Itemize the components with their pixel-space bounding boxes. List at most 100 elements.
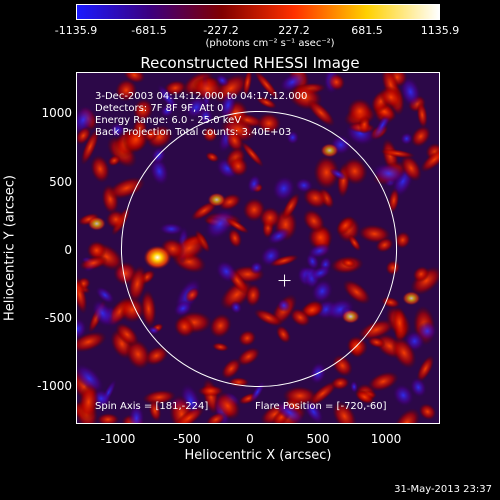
emission-blob <box>348 234 361 252</box>
emission-blob <box>78 384 99 421</box>
emission-blob <box>330 376 350 390</box>
emission-blob <box>191 76 225 101</box>
emission-blob <box>289 308 311 327</box>
emission-blob <box>393 408 421 423</box>
x-tick-label: 0 <box>246 432 254 446</box>
emission-blob <box>209 313 232 339</box>
emission-blob <box>256 96 277 109</box>
colorbar-tick: 1135.9 <box>420 24 460 37</box>
emission-blob <box>122 126 150 153</box>
emission-blob <box>346 98 373 125</box>
emission-blob <box>275 325 291 344</box>
flare-source <box>143 245 172 270</box>
x-tick-label: -500 <box>173 432 201 446</box>
emission-blob <box>286 130 300 145</box>
bright-spot <box>402 291 421 306</box>
emission-blob <box>342 279 371 305</box>
bright-spot <box>320 143 339 158</box>
emission-blob <box>391 337 417 369</box>
emission-blob <box>77 275 88 314</box>
emission-blob <box>237 347 261 366</box>
emission-blob <box>282 386 318 406</box>
emission-blob <box>245 283 262 307</box>
emission-blob <box>274 400 305 423</box>
emission-blob <box>96 413 120 423</box>
emission-blob <box>90 155 110 183</box>
emission-blob <box>307 243 332 259</box>
detectors-annotation: Detectors: 7F 8F 9F, Att 0 <box>95 103 224 114</box>
emission-blob <box>392 306 408 340</box>
emission-blob <box>313 155 340 190</box>
emission-blob <box>267 227 291 245</box>
emission-blob <box>115 78 138 102</box>
emission-blob <box>132 98 154 122</box>
emission-blob <box>416 355 435 383</box>
colorbar-tick: -227.2 <box>203 24 239 37</box>
solar-image-plot[interactable]: 3-Dec-2003 04:14:12.000 to 04:17:12.000 … <box>76 72 440 424</box>
colorbar-unit-label: (photons cm⁻² s⁻¹ asec⁻²) <box>205 38 335 49</box>
colorbar-tick: 681.5 <box>351 24 383 37</box>
emission-blob <box>410 125 431 148</box>
emission-blob <box>228 228 242 248</box>
emission-blob <box>147 326 160 335</box>
emission-blob <box>173 316 195 338</box>
bright-spot <box>87 216 106 231</box>
emission-blob <box>259 206 281 229</box>
bright-spot <box>207 192 226 207</box>
y-tick-label: 1000 <box>41 106 72 120</box>
emission-blob <box>247 174 262 194</box>
emission-blob <box>399 76 422 108</box>
y-tick-label: -1000 <box>37 379 72 393</box>
emission-blob <box>221 358 242 380</box>
emission-blob <box>269 254 299 267</box>
emission-blob <box>400 154 422 182</box>
emission-blob <box>80 128 100 165</box>
emission-blob <box>127 265 147 303</box>
x-tick-label: 1000 <box>370 432 402 446</box>
emission-blob <box>332 401 357 423</box>
emission-blob <box>109 122 126 138</box>
emission-blob <box>160 104 175 118</box>
emission-blob <box>105 209 126 230</box>
emission-blob <box>309 265 332 281</box>
x-axis-label: Heliocentric X (arcsec) <box>184 448 332 463</box>
emission-blob <box>417 321 438 342</box>
x-tick-label: -1000 <box>100 432 136 446</box>
emission-blob <box>354 389 375 405</box>
emission-blob <box>409 377 427 398</box>
emission-blob <box>107 176 146 200</box>
emission-blob <box>173 406 205 423</box>
emission-blob <box>281 192 300 220</box>
image-canvas <box>77 73 439 423</box>
colorbar-tick: 227.2 <box>278 24 310 37</box>
emission-blob <box>420 147 439 173</box>
emission-blob <box>375 237 394 253</box>
emission-blob <box>225 128 244 153</box>
emission-blob <box>125 339 151 370</box>
emission-blob <box>240 141 264 168</box>
emission-blob <box>91 299 114 328</box>
emission-blob <box>392 383 415 407</box>
emission-blob <box>341 258 356 268</box>
emission-blob <box>197 385 224 397</box>
emission-blob <box>242 73 253 97</box>
emission-blobs <box>77 73 439 423</box>
emission-blob <box>158 222 184 236</box>
emission-blob <box>140 289 157 328</box>
emission-blob <box>144 346 169 366</box>
emission-blob <box>311 278 334 304</box>
emission-blob <box>381 296 401 309</box>
spin-axis-cross-icon <box>278 274 291 287</box>
emission-blob <box>341 157 368 185</box>
y-axis-label: Heliocentric Y (arcsec) <box>2 175 18 321</box>
emission-blob <box>394 231 411 249</box>
emission-blob <box>418 403 437 421</box>
colorbar-tick: -681.5 <box>131 24 167 37</box>
emission-blob <box>190 200 218 221</box>
y-tick-label: 500 <box>49 175 72 189</box>
colorbar-tick: -1135.9 <box>54 24 98 37</box>
emission-blob <box>367 371 399 392</box>
spin-axis-annotation: Spin Axis = [181,-224] <box>95 401 209 412</box>
emission-blob <box>332 354 353 377</box>
emission-blob <box>350 380 359 393</box>
